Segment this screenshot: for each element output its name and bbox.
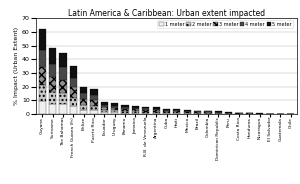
Bar — [111, 103, 118, 106]
Bar — [132, 111, 139, 113]
Bar — [194, 112, 201, 113]
Bar — [132, 106, 139, 108]
Bar — [152, 109, 160, 110]
Bar — [122, 107, 129, 109]
Bar — [59, 53, 67, 67]
Bar — [184, 112, 191, 113]
Bar — [122, 105, 129, 107]
Bar — [80, 93, 87, 99]
Bar — [142, 112, 149, 113]
Bar — [163, 109, 170, 110]
Bar — [184, 113, 191, 114]
Bar — [90, 110, 98, 114]
Bar — [163, 110, 170, 111]
Bar — [173, 110, 181, 111]
Bar — [142, 113, 149, 114]
Bar — [225, 112, 232, 113]
Bar — [49, 77, 56, 92]
Bar — [101, 110, 108, 112]
Bar — [173, 111, 181, 112]
Bar — [225, 113, 232, 114]
Bar — [39, 50, 46, 67]
Bar — [90, 89, 98, 95]
Bar — [59, 104, 67, 114]
Y-axis label: % Impact (Urban Extent): % Impact (Urban Extent) — [14, 27, 19, 105]
Bar — [152, 112, 160, 113]
Bar — [173, 109, 181, 110]
Bar — [90, 100, 98, 106]
Bar — [101, 107, 108, 110]
Bar — [70, 98, 77, 106]
Bar — [142, 108, 149, 110]
Bar — [59, 80, 67, 93]
Bar — [70, 87, 77, 98]
Bar — [122, 109, 129, 111]
Bar — [204, 112, 211, 113]
Bar — [49, 104, 56, 114]
Bar — [215, 112, 222, 113]
Bar — [111, 110, 118, 112]
Bar — [132, 113, 139, 114]
Bar — [101, 105, 108, 107]
Bar — [39, 85, 46, 100]
Bar — [184, 111, 191, 112]
Bar — [101, 112, 108, 114]
Bar — [122, 111, 129, 113]
Bar — [152, 110, 160, 112]
Bar — [70, 78, 77, 87]
Bar — [173, 112, 181, 113]
Bar — [90, 106, 98, 110]
Bar — [152, 107, 160, 109]
Bar — [173, 113, 181, 114]
Bar — [111, 108, 118, 110]
Bar — [70, 66, 77, 78]
Bar — [111, 112, 118, 114]
Bar — [90, 95, 98, 100]
Bar — [80, 105, 87, 110]
Bar — [59, 93, 67, 104]
Bar — [194, 113, 201, 114]
Bar — [111, 106, 118, 108]
Bar — [80, 87, 87, 93]
Bar — [49, 64, 56, 77]
Bar — [59, 67, 67, 80]
Bar — [246, 113, 253, 114]
Bar — [184, 110, 191, 111]
Bar — [142, 110, 149, 112]
Bar — [215, 113, 222, 114]
Bar — [152, 113, 160, 114]
Bar — [194, 111, 201, 112]
Bar — [122, 113, 129, 114]
Bar — [132, 108, 139, 109]
Bar — [80, 99, 87, 105]
Bar — [163, 112, 170, 113]
Bar — [163, 111, 170, 112]
Bar — [49, 92, 56, 104]
Bar — [142, 107, 149, 108]
Bar — [163, 113, 170, 114]
Bar — [215, 111, 222, 112]
Bar — [204, 111, 211, 112]
Title: Latin America & Caribbean: Urban extent impacted: Latin America & Caribbean: Urban extent … — [68, 9, 265, 18]
Bar — [39, 67, 46, 85]
Bar — [39, 29, 46, 50]
Bar — [49, 48, 56, 64]
Bar — [236, 113, 243, 114]
Bar — [80, 110, 87, 114]
Bar — [132, 109, 139, 111]
Bar — [39, 100, 46, 114]
Bar — [101, 102, 108, 105]
Bar — [70, 106, 77, 114]
Bar — [204, 113, 211, 114]
Legend: 1 meter, 2 meter, 3 meter, 4 meter, 5 meter: 1 meter, 2 meter, 3 meter, 4 meter, 5 me… — [158, 20, 293, 28]
